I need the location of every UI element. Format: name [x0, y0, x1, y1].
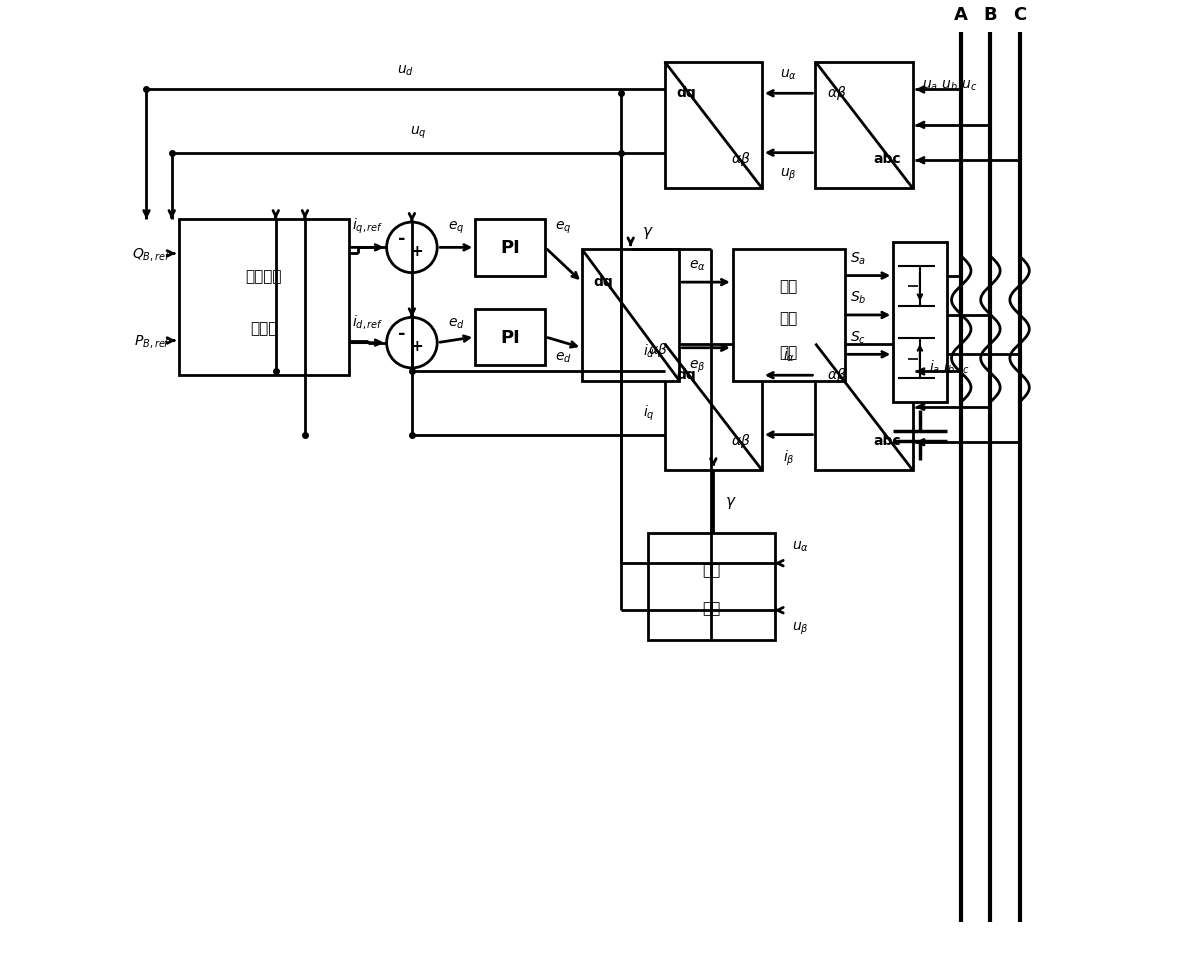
- FancyBboxPatch shape: [665, 344, 761, 471]
- Text: $S_b$: $S_b$: [851, 289, 867, 306]
- Text: +: +: [410, 339, 423, 354]
- FancyBboxPatch shape: [733, 250, 845, 381]
- Text: $\gamma$: $\gamma$: [642, 225, 654, 240]
- Text: $\alpha\beta$: $\alpha\beta$: [648, 341, 668, 359]
- Text: -: -: [398, 230, 405, 247]
- Text: $i_a\ i_b\ i_c$: $i_a\ i_b\ i_c$: [929, 359, 970, 376]
- Text: $\alpha\beta$: $\alpha\beta$: [828, 365, 847, 384]
- Text: $\alpha\beta$: $\alpha\beta$: [730, 431, 751, 449]
- Text: 空间: 空间: [780, 279, 798, 294]
- FancyBboxPatch shape: [648, 533, 775, 641]
- Text: A: A: [954, 6, 968, 23]
- Text: $e_d$: $e_d$: [556, 350, 571, 364]
- Text: dq: dq: [676, 367, 697, 382]
- Text: $u_d$: $u_d$: [397, 64, 414, 78]
- FancyBboxPatch shape: [475, 310, 545, 365]
- Text: abc: abc: [873, 433, 901, 447]
- Text: $P_{B,ref}$: $P_{B,ref}$: [135, 333, 171, 350]
- Text: $u_{\alpha}$: $u_{\alpha}$: [780, 67, 798, 81]
- Text: +: +: [410, 243, 423, 259]
- Text: dq: dq: [594, 275, 614, 288]
- Text: 值计算: 值计算: [250, 321, 278, 336]
- Text: $i_{d,ref}$: $i_{d,ref}$: [351, 313, 384, 330]
- Text: $\alpha\beta$: $\alpha\beta$: [828, 84, 847, 102]
- FancyBboxPatch shape: [475, 220, 545, 276]
- Text: 相角: 相角: [703, 563, 721, 577]
- Text: $i_d$: $i_d$: [642, 342, 654, 360]
- FancyBboxPatch shape: [582, 250, 680, 381]
- FancyBboxPatch shape: [178, 220, 349, 375]
- Text: $e_{\alpha}$: $e_{\alpha}$: [689, 259, 706, 274]
- Text: -: -: [398, 324, 405, 343]
- Text: $i_{\alpha}$: $i_{\alpha}$: [783, 346, 795, 363]
- FancyBboxPatch shape: [816, 63, 913, 189]
- Text: $\alpha\beta$: $\alpha\beta$: [730, 149, 751, 167]
- FancyBboxPatch shape: [893, 242, 947, 403]
- Text: 矢量: 矢量: [780, 311, 798, 325]
- Text: $\gamma$: $\gamma$: [725, 494, 736, 510]
- Text: dq: dq: [676, 86, 697, 100]
- Text: $i_{q,ref}$: $i_{q,ref}$: [351, 216, 384, 235]
- FancyBboxPatch shape: [665, 63, 761, 189]
- Text: $u_a\ u_b\ u_c$: $u_a\ u_b\ u_c$: [921, 78, 977, 93]
- Text: abc: abc: [873, 151, 901, 165]
- Text: B: B: [984, 6, 997, 23]
- Text: $u_q$: $u_q$: [410, 125, 427, 141]
- Text: $S_c$: $S_c$: [851, 329, 866, 345]
- Text: PI: PI: [500, 328, 520, 347]
- Text: $u_{\beta}$: $u_{\beta}$: [781, 166, 798, 183]
- Text: PI: PI: [500, 239, 520, 257]
- Text: 检测: 检测: [703, 601, 721, 616]
- Text: 电流参考: 电流参考: [245, 269, 282, 283]
- Text: $e_q$: $e_q$: [448, 219, 464, 235]
- Text: $Q_{B,ref}$: $Q_{B,ref}$: [131, 245, 171, 263]
- Text: C: C: [1013, 6, 1026, 23]
- Text: $u_{\beta}$: $u_{\beta}$: [792, 620, 808, 637]
- Text: $i_{\beta}$: $i_{\beta}$: [783, 447, 794, 467]
- Text: $e_d$: $e_d$: [448, 317, 464, 330]
- Text: $u_{\alpha}$: $u_{\alpha}$: [792, 539, 810, 554]
- Text: $S_a$: $S_a$: [851, 250, 866, 267]
- FancyBboxPatch shape: [816, 344, 913, 471]
- Text: $i_q$: $i_q$: [644, 404, 654, 423]
- Text: 控制: 控制: [780, 345, 798, 360]
- Text: $e_q$: $e_q$: [556, 219, 571, 235]
- Text: $e_{\beta}$: $e_{\beta}$: [689, 359, 705, 374]
